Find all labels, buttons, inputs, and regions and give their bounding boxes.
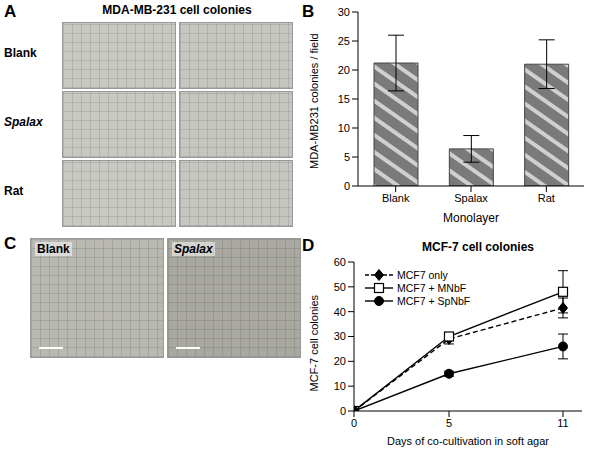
svg-text:0: 0: [340, 405, 346, 417]
svg-text:40: 40: [334, 306, 346, 318]
svg-text:10: 10: [334, 380, 346, 392]
svg-text:25: 25: [338, 35, 350, 47]
html-text:C: C: [4, 234, 17, 253]
html-text:MCF7 + MNbF: MCF7 + MNbF: [397, 281, 467, 294]
svg-text:MDA-MB231 colonies / field: MDA-MB231 colonies / field: [308, 33, 320, 169]
svg-text:Days of co-cultivation in soft: Days of co-cultivation in soft agar: [387, 435, 549, 447]
svg-text:5: 5: [446, 417, 452, 429]
svg-text:30: 30: [334, 330, 346, 342]
svg-text:Rat: Rat: [538, 192, 555, 204]
svg-text:5: 5: [344, 151, 350, 163]
svg-text:MCF-7 cell colonies: MCF-7 cell colonies: [308, 294, 320, 391]
svg-text:50: 50: [334, 281, 346, 293]
html-text:Blank: Blank: [4, 46, 37, 60]
svg-text:Blank: Blank: [382, 192, 410, 204]
html-text:MCF-7 cell colonies: MCF-7 cell colonies: [422, 240, 534, 254]
html-text:MDA-MB-231 cell colonies: MDA-MB-231 cell colonies: [102, 3, 252, 17]
svg-text:0: 0: [344, 180, 350, 192]
html-text:MCF7 + SpNbF: MCF7 + SpNbF: [397, 294, 471, 307]
svg-text:Monolayer: Monolayer: [443, 211, 499, 225]
html-text:Spalax: Spalax: [174, 242, 213, 256]
svg-text:11: 11: [557, 417, 568, 429]
html-text:Rat: Rat: [4, 184, 24, 198]
svg-text:20: 20: [334, 355, 346, 367]
svg-text:Spalax: Spalax: [454, 192, 488, 204]
svg-text:30: 30: [338, 6, 350, 18]
html-text:B: B: [302, 2, 315, 21]
html-text:Blank: Blank: [37, 242, 70, 256]
html-text:A: A: [4, 2, 17, 21]
svg-text:60: 60: [334, 256, 346, 268]
html-text:Spalax: Spalax: [4, 115, 43, 129]
svg-text:20: 20: [338, 64, 350, 76]
svg-text:15: 15: [338, 93, 350, 105]
html-text:MCF7 only: MCF7 only: [397, 268, 448, 281]
svg-text:10: 10: [338, 122, 350, 134]
html-text:D: D: [302, 236, 315, 255]
svg-text:0: 0: [351, 417, 357, 429]
